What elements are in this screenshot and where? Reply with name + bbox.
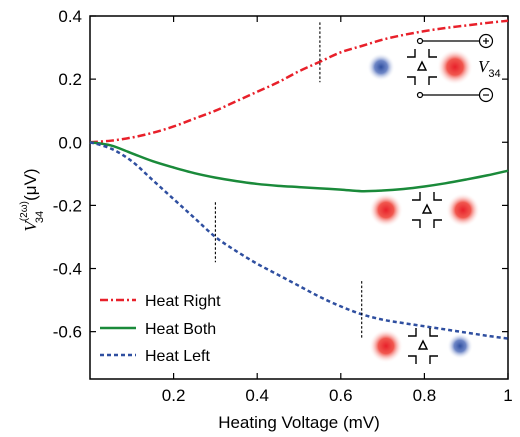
- device-icon: [412, 192, 442, 228]
- inset-heat-right: V34: [367, 33, 501, 103]
- x-tick-label: 0.2: [162, 386, 186, 405]
- y-tick-label: -0.4: [53, 260, 82, 279]
- hot-blob-icon: [437, 49, 473, 85]
- hot-blob-icon: [446, 193, 480, 227]
- plot-frame: [89, 15, 509, 380]
- marker-layer: [214, 22, 363, 338]
- hot-blob-icon: [369, 193, 403, 227]
- inset-voltage-label: V34: [478, 57, 501, 80]
- inset-heat-left: [369, 328, 473, 364]
- y-axis-title: V(2ω) 34 (μV): [19, 168, 46, 231]
- cold-blob-icon: [447, 333, 473, 359]
- y-tick-label: -0.6: [53, 323, 82, 342]
- y-tick-label: 0.2: [58, 70, 82, 89]
- svg-text:V(2ω)34(μV): V(2ω) 34 (μV): [19, 168, 46, 231]
- wire-icon: [416, 33, 494, 103]
- cold-blob-icon: [367, 53, 395, 81]
- x-tick-label: 1: [503, 386, 512, 405]
- series-layer: [89, 19, 509, 340]
- device-icon: [407, 49, 437, 85]
- x-tick-label: 0.4: [245, 386, 269, 405]
- y-axis-superscript: (2ω): [19, 201, 30, 221]
- y-axis-unit: (μV): [21, 168, 40, 200]
- y-axis-symbol: V: [21, 219, 40, 232]
- y-tick-label: -0.2: [53, 196, 82, 215]
- hot-blob-icon: [369, 329, 403, 363]
- y-axis-subscript: 34: [34, 211, 46, 223]
- inset-heat-both: [369, 192, 480, 228]
- legend-label-heat-left: Heat Left: [145, 348, 210, 365]
- series-line-heat-both: [89, 141, 509, 193]
- legend: Heat Right Heat Both Heat Left: [100, 293, 221, 365]
- x-tick-label: 0.6: [329, 386, 353, 405]
- legend-label-heat-right: Heat Right: [145, 293, 221, 310]
- legend-label-heat-both: Heat Both: [145, 321, 216, 338]
- series-line-heat-right: [89, 19, 509, 144]
- device-icon: [408, 328, 438, 364]
- y-axis-ticks: -0.6 -0.4 -0.2 0.0 0.2 0.4: [53, 7, 508, 342]
- x-tick-label: 0.8: [413, 386, 437, 405]
- x-axis-title: Heating Voltage (mV): [218, 413, 380, 432]
- y-tick-label: 0.0: [58, 133, 82, 152]
- y-tick-label: 0.4: [58, 7, 82, 26]
- x-axis-ticks: 0.2 0.4 0.6 0.8 1: [162, 16, 513, 405]
